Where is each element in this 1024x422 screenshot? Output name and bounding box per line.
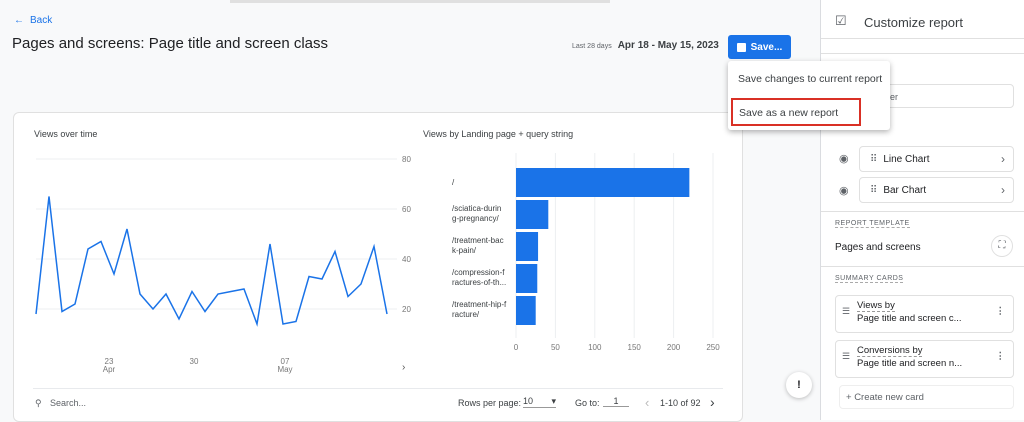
- card-subtitle: Page title and screen n...: [857, 358, 963, 369]
- chevron-right-icon: ›: [1001, 152, 1005, 166]
- date-label: Last 28 days: [572, 43, 612, 50]
- chevron-right-icon: ›: [1001, 183, 1005, 197]
- summary-cards-label: SUMMARY CARDS: [835, 275, 904, 283]
- x-tick-label: 23: [105, 357, 114, 366]
- report-template-label: REPORT TEMPLATE: [835, 220, 910, 228]
- drag-handle-icon[interactable]: ⠿: [870, 153, 878, 165]
- x-tick-month: May: [277, 365, 292, 374]
- prev-page-icon[interactable]: ‹: [645, 395, 650, 410]
- bar-label: /: [452, 178, 455, 187]
- change-template-icon[interactable]: ⛶: [991, 235, 1013, 257]
- panel-title: Customize report: [864, 15, 963, 30]
- bar: [516, 232, 539, 261]
- line-chart-item[interactable]: ⠿ Line Chart ›: [859, 146, 1014, 172]
- x-tick-label: 0: [514, 343, 519, 352]
- x-tick-label: 07: [281, 357, 290, 366]
- bar-label: g-pregnancy/: [452, 214, 499, 223]
- card-title: Conversions by: [857, 345, 923, 357]
- x-tick-label: 200: [667, 343, 681, 352]
- card-icon: ☰: [842, 306, 851, 316]
- date-range: Apr 18 - May 15, 2023: [617, 40, 719, 51]
- page-title: Pages and screens: Page title and screen…: [12, 35, 329, 52]
- save-button[interactable]: Save...: [728, 35, 791, 59]
- views-line: [35, 196, 388, 327]
- more-icon[interactable]: ⋮: [995, 351, 1006, 362]
- table-toolbar: ⚲ Search... Rows per page: 10 ▾ Go to: 1 …: [33, 388, 723, 416]
- x-tick-label: 100: [588, 343, 602, 352]
- bar-label: k-pain/: [452, 246, 477, 255]
- bar-chart-item[interactable]: ⠿ Bar Chart ›: [859, 177, 1014, 203]
- search-icon: ⚲: [35, 398, 42, 408]
- bar-chart-title: Views by Landing page + query string: [423, 129, 574, 139]
- bar: [516, 168, 690, 197]
- feedback-icon[interactable]: !: [786, 372, 812, 398]
- x-tick-label: 150: [628, 343, 642, 352]
- plus-icon: +: [846, 392, 855, 403]
- line-chart-title: Views over time: [34, 129, 98, 139]
- summary-card[interactable]: ☰ Views by Page title and screen c... ⋮: [835, 295, 1014, 333]
- bar-label: ractures-of-th...: [452, 278, 506, 287]
- drag-handle-icon[interactable]: ⠿: [870, 184, 878, 196]
- rows-per-page-select[interactable]: 10 ▾: [523, 396, 556, 408]
- save-as-new-item[interactable]: Save as a new report: [731, 98, 861, 126]
- y-tick-label: 80: [402, 155, 411, 164]
- save-label: Save...: [750, 41, 783, 53]
- back-link[interactable]: ← Back: [14, 15, 52, 26]
- summary-card[interactable]: ☰ Conversions by Page title and screen n..…: [835, 340, 1014, 378]
- top-strip: [230, 0, 610, 3]
- bar: [516, 264, 538, 293]
- dropdown-icon: ▾: [551, 396, 556, 406]
- bar-chart: 0 50 100 150 200 250 / /sciatica-during-pregnan…: [452, 153, 720, 352]
- rows-per-page-label: Rows per page:: [458, 398, 522, 408]
- card-subtitle: Page title and screen c...: [857, 313, 962, 324]
- bar-label: /compression-f: [452, 268, 505, 277]
- x-tick-label: 30: [190, 357, 199, 366]
- main-area: ← Back Pages and screens: Page title and …: [12, 0, 883, 422]
- goto-label: Go to:: [575, 398, 600, 408]
- next-page-icon[interactable]: ›: [710, 394, 715, 410]
- save-changes-item[interactable]: Save changes to current report: [738, 73, 883, 85]
- customize-icon: ☑: [835, 13, 847, 28]
- template-name: Pages and screens: [835, 242, 921, 253]
- more-icon[interactable]: ⋮: [995, 306, 1006, 317]
- x-tick-label: 50: [551, 343, 560, 352]
- bar: [516, 200, 549, 229]
- search-input[interactable]: Search...: [50, 398, 87, 408]
- bar-label: /sciatica-durin: [452, 204, 501, 213]
- back-label: Back: [30, 15, 53, 26]
- card-title: Views by: [857, 300, 895, 312]
- bar-label: racture/: [452, 310, 480, 319]
- y-tick-label: 60: [402, 205, 411, 214]
- create-card-label: Create new card: [854, 392, 924, 403]
- save-menu: Save changes to current report Save as a…: [728, 61, 890, 130]
- chart-label: Bar Chart: [883, 184, 927, 196]
- create-card-button[interactable]: + Create new card: [839, 385, 1014, 409]
- y-tick-label: 20: [402, 305, 411, 314]
- card-icon: ☰: [842, 351, 851, 361]
- bar-label: /treatment-bac: [452, 236, 504, 245]
- goto-input[interactable]: 1: [603, 396, 629, 407]
- eye-icon[interactable]: ◉: [839, 185, 849, 197]
- y-tick-label: 40: [402, 255, 411, 264]
- page-range: 1-10 of 92: [660, 398, 701, 408]
- arrow-left-icon: ←: [14, 15, 24, 26]
- x-tick-month: Apr: [103, 365, 116, 374]
- x-tick-label: 250: [706, 343, 720, 352]
- date-range-picker[interactable]: Last 28 days Apr 18 - May 15, 2023: [572, 40, 719, 51]
- chart-label: Line Chart: [883, 153, 930, 165]
- report-card: Views over time Views by Landing page + …: [13, 112, 743, 422]
- next-icon: ›: [402, 362, 405, 373]
- rows-per-page-value: 10: [523, 396, 534, 406]
- bar-label: /treatment-hip-f: [452, 300, 507, 309]
- save-icon: [736, 42, 746, 52]
- bar: [516, 296, 536, 325]
- eye-icon[interactable]: ◉: [839, 153, 849, 165]
